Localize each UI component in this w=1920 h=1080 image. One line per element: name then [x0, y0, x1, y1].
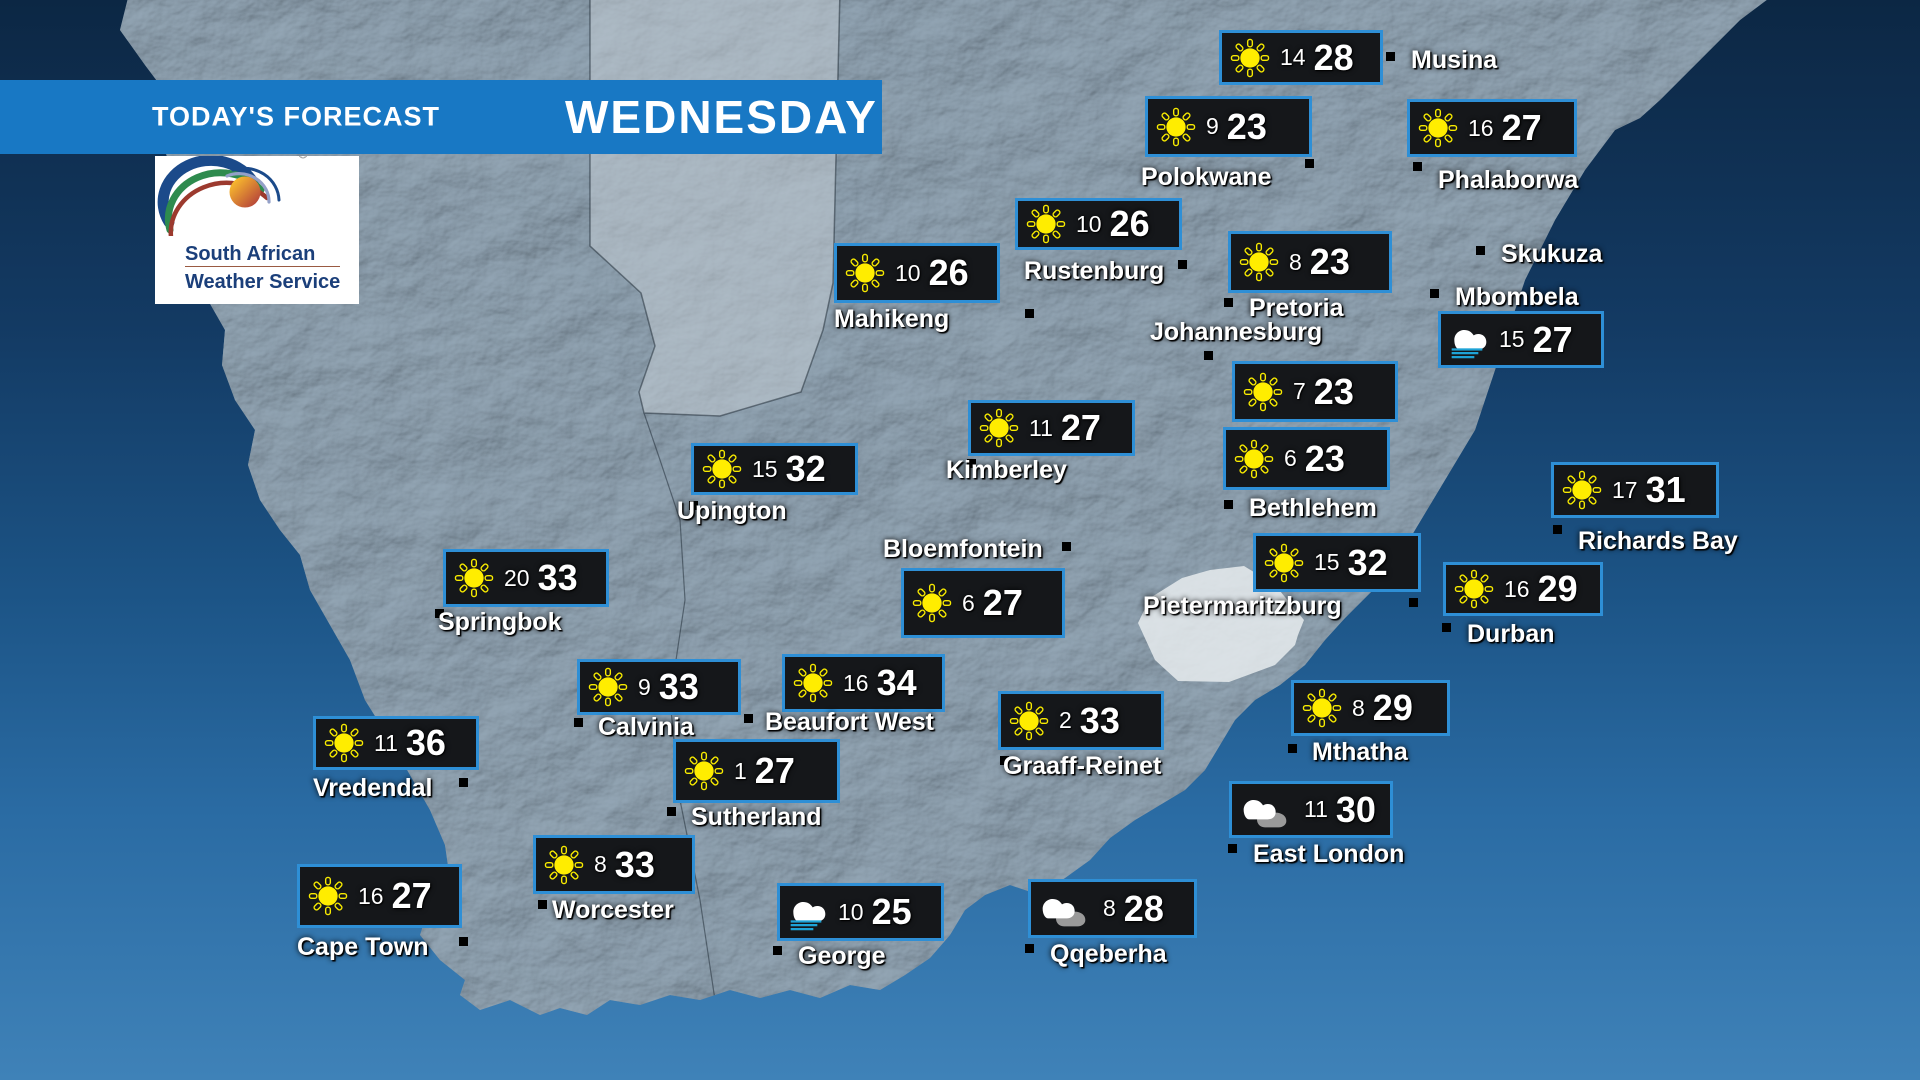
svg-text:R: R [301, 156, 305, 159]
